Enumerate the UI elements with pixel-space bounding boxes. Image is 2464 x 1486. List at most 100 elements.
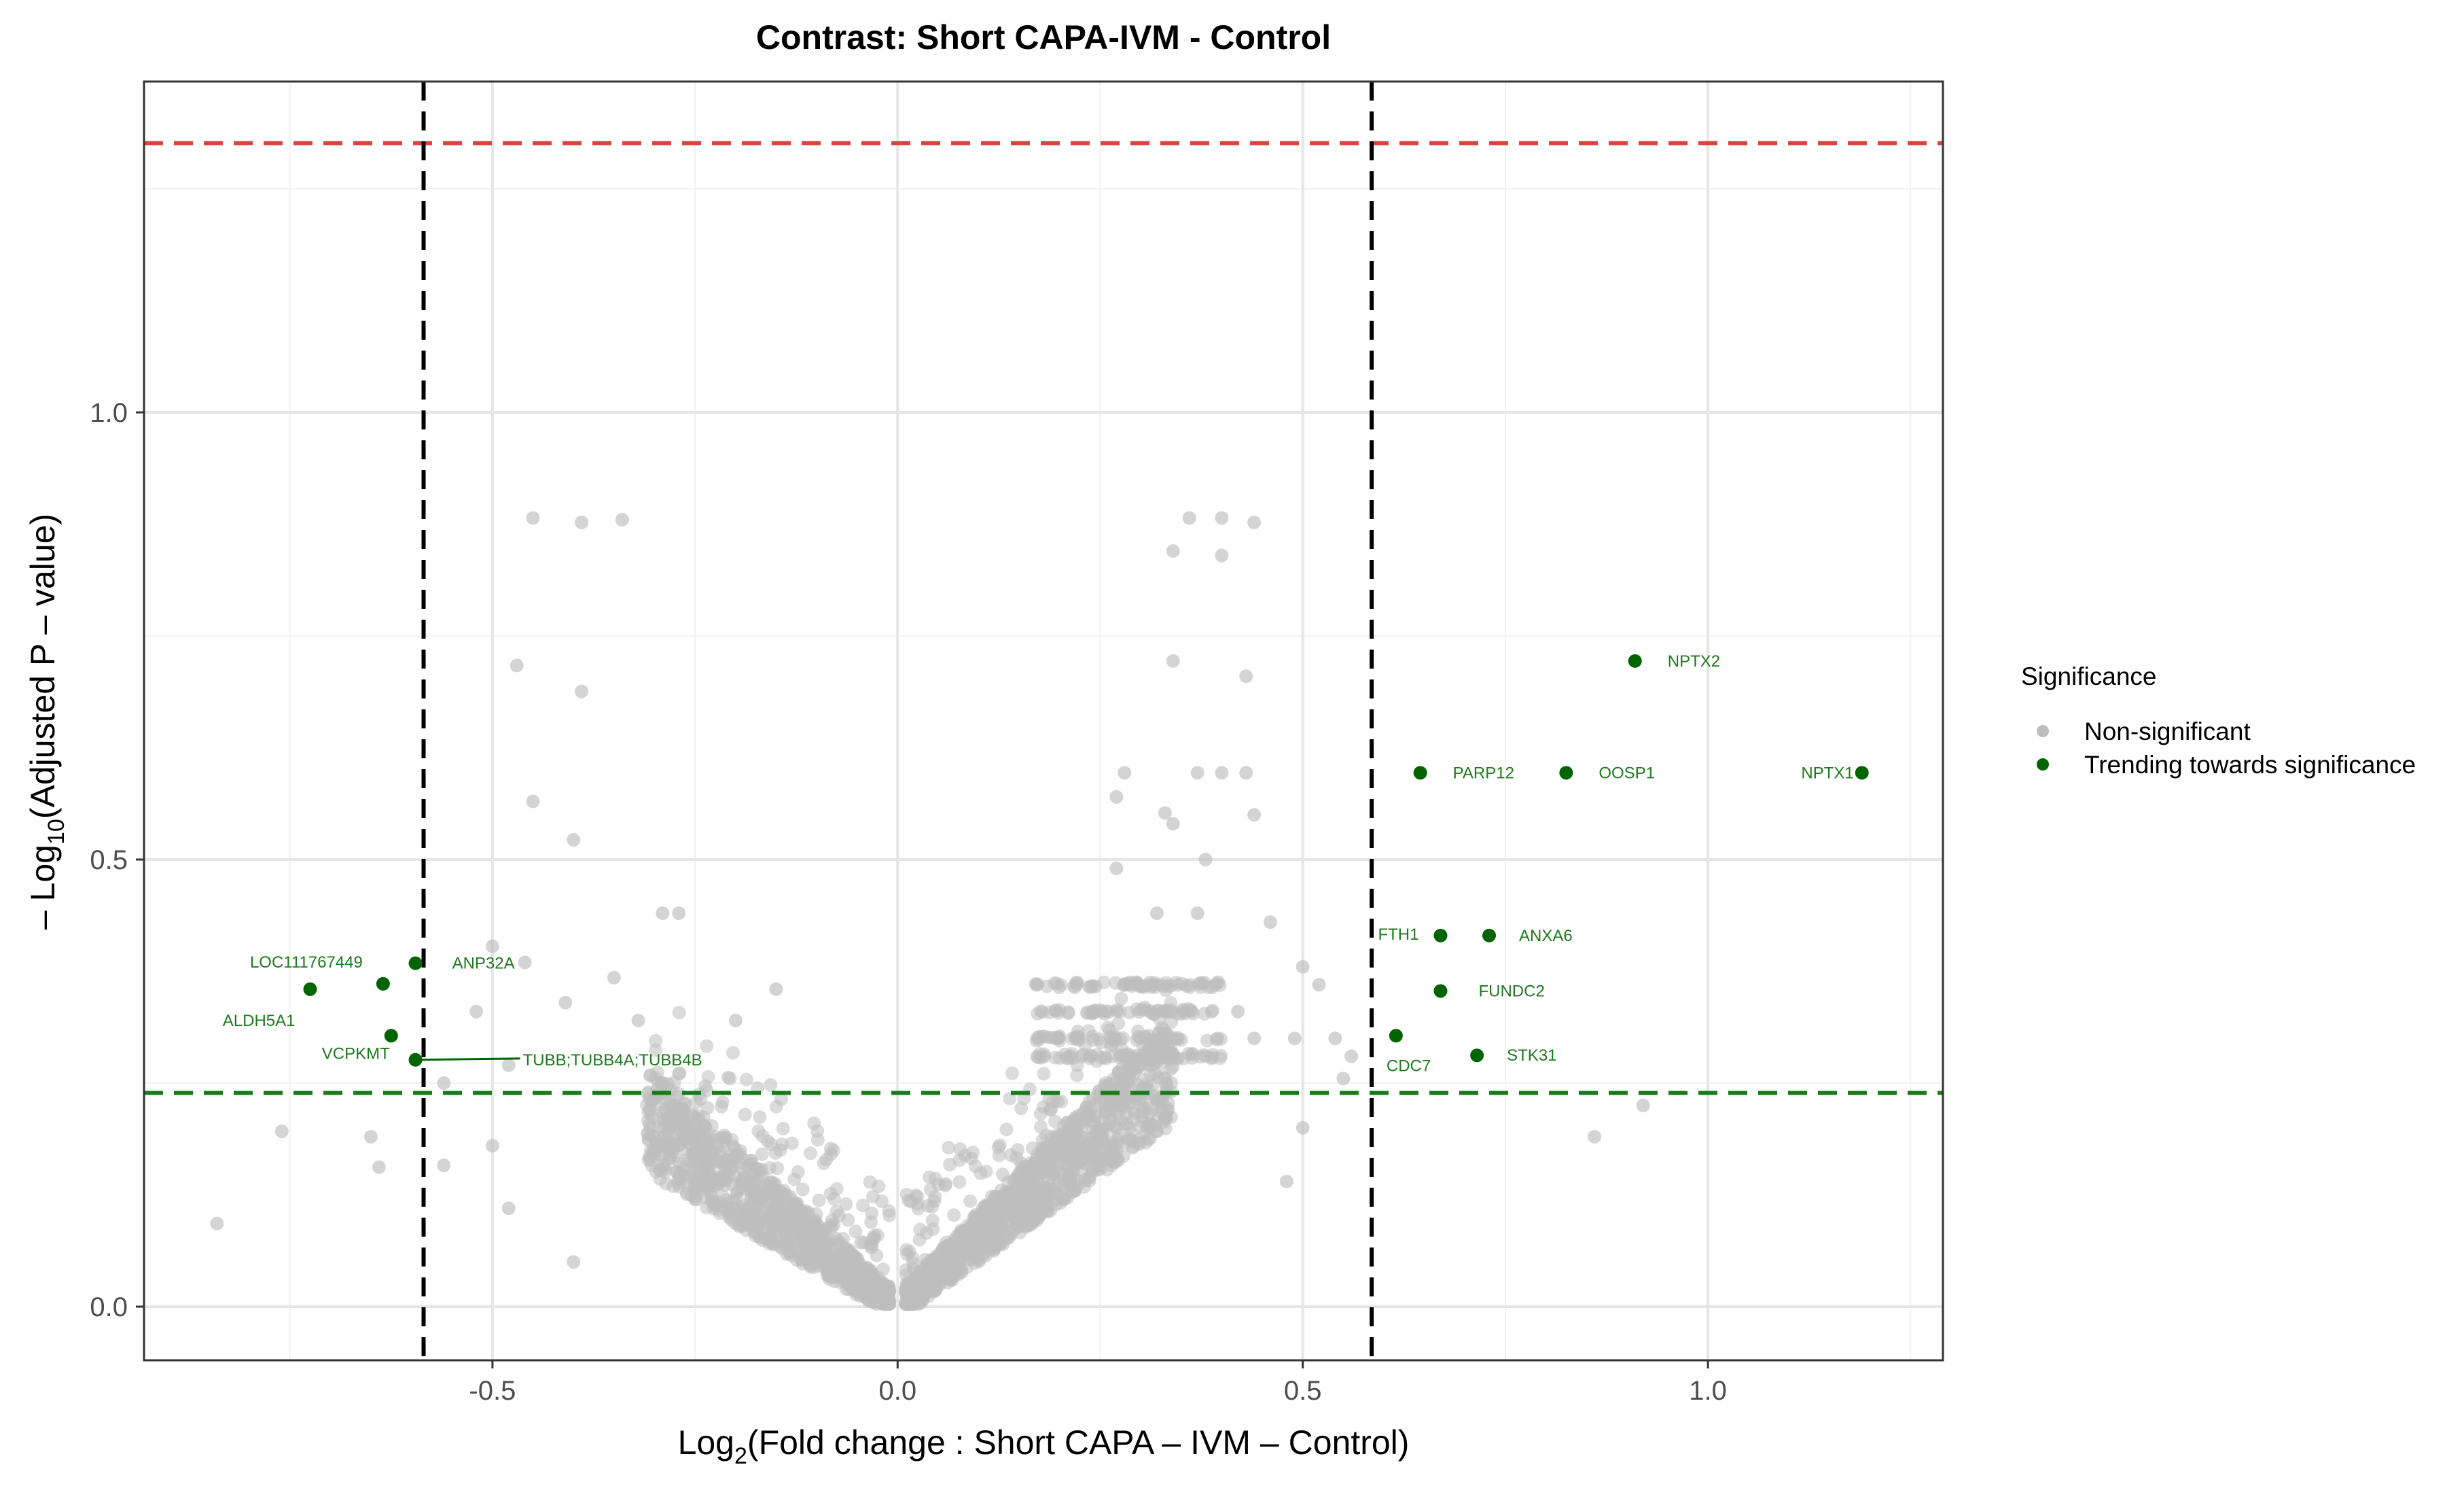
non-significant-point — [1073, 1032, 1087, 1046]
non-significant-point — [988, 1233, 1003, 1247]
legend-label-trending: Trending towards significance — [2084, 751, 2416, 779]
non-significant-point — [485, 939, 499, 953]
non-significant-point — [725, 1133, 739, 1147]
non-significant-point — [1068, 1118, 1082, 1133]
non-significant-point — [1166, 654, 1180, 668]
non-significant-point — [1066, 1051, 1080, 1065]
non-significant-point — [1055, 1127, 1069, 1141]
non-significant-point — [1215, 766, 1229, 780]
non-significant-point — [1065, 1137, 1079, 1152]
non-significant-point — [1109, 790, 1124, 804]
gene-label-connector — [415, 1057, 520, 1061]
non-significant-point — [1200, 1033, 1215, 1048]
non-significant-point — [1120, 1082, 1134, 1097]
threshold-lines — [144, 82, 1943, 1360]
non-significant-point — [1114, 1112, 1128, 1127]
non-significant-point — [1169, 976, 1183, 990]
non-significant-point — [1247, 808, 1262, 822]
non-significant-point — [1588, 1129, 1602, 1144]
trending-point — [408, 956, 423, 970]
gene-label: ANP32A — [452, 955, 515, 973]
non-significant-point — [672, 1006, 686, 1020]
legend-label-non-significant: Non-significant — [2084, 718, 2251, 745]
gene-label: FTH1 — [1378, 925, 1418, 944]
non-significant-point — [1046, 1094, 1060, 1108]
trending-point — [303, 982, 317, 996]
non-significant-point — [865, 1267, 879, 1281]
non-significant-point — [676, 1161, 690, 1175]
non-significant-point — [575, 684, 589, 698]
trending-point — [1855, 766, 1869, 780]
non-significant-point — [916, 1262, 931, 1277]
non-significant-point — [643, 1102, 657, 1116]
non-significant-point — [766, 1236, 780, 1250]
non-significant-point — [655, 1078, 669, 1092]
non-significant-point — [1041, 1205, 1055, 1219]
non-significant-point — [754, 1163, 768, 1177]
non-significant-point — [689, 1140, 703, 1154]
non-significant-point — [526, 511, 540, 525]
x-axis-label-post: (Fold change : Short CAPA – IVM – Contro… — [747, 1423, 1410, 1462]
non-significant-point — [1328, 1031, 1342, 1046]
non-significant-point — [979, 1165, 993, 1179]
non-significant-point — [1215, 511, 1229, 525]
non-significant-point — [1174, 1007, 1188, 1021]
non-significant-point — [1051, 1031, 1065, 1046]
non-significant-point — [210, 1216, 224, 1231]
non-significant-point — [882, 1208, 897, 1222]
gene-label: NPTX2 — [1668, 652, 1720, 671]
non-significant-point — [1139, 1078, 1154, 1092]
non-significant-point — [692, 1175, 707, 1189]
non-significant-point — [870, 1286, 885, 1301]
non-significant-point — [842, 1250, 856, 1264]
legend: Significance Non-significant Trending to… — [2021, 662, 2416, 779]
chart-title: Contrast: Short CAPA-IVM - Control — [756, 18, 1331, 56]
non-significant-point — [728, 1169, 743, 1183]
non-significant-point — [1183, 978, 1197, 992]
non-significant-point — [1033, 1047, 1047, 1061]
non-significant-point — [870, 1228, 885, 1242]
non-significant-point — [787, 1196, 801, 1210]
non-significant-point — [806, 1218, 821, 1232]
x-tick-label: 1.0 — [1689, 1376, 1727, 1406]
non-significant-point — [686, 1129, 700, 1143]
non-significant-point — [1117, 978, 1131, 993]
non-significant-point — [1151, 1092, 1166, 1106]
non-significant-point — [798, 1204, 813, 1218]
non-significant-point — [1197, 1006, 1211, 1021]
non-significant-point — [1157, 979, 1171, 993]
non-significant-point — [1140, 1048, 1154, 1063]
non-significant-point — [1239, 766, 1253, 780]
non-significant-point — [1085, 979, 1099, 993]
trending-point — [1433, 984, 1448, 998]
non-significant-point — [947, 1208, 961, 1222]
non-significant-point — [643, 1144, 658, 1158]
non-significant-point — [641, 1131, 656, 1146]
non-significant-point — [812, 1193, 826, 1207]
non-significant-point — [875, 1195, 889, 1209]
axis-ticks: -0.5 0.0 0.5 1.0 0.0 0.5 1.0 — [90, 398, 1727, 1406]
gene-label: OOSP1 — [1599, 764, 1655, 782]
non-significant-point — [938, 1178, 952, 1192]
non-significant-point — [993, 1220, 1007, 1235]
non-significant-point — [929, 1281, 944, 1296]
non-significant-point — [1122, 1006, 1137, 1020]
trending-point — [1413, 766, 1427, 780]
non-significant-point — [1061, 1005, 1075, 1019]
non-significant-point — [952, 1175, 967, 1189]
non-significant-point — [787, 1172, 802, 1186]
non-significant-point — [723, 1072, 737, 1086]
non-significant-point — [700, 1201, 714, 1215]
non-significant-point — [732, 1156, 747, 1171]
y-axis-label: – Log10(Adjusted P – value) — [24, 514, 69, 930]
non-significant-point — [501, 1201, 516, 1216]
non-significant-point — [1247, 515, 1262, 529]
non-significant-point — [1000, 1194, 1014, 1208]
y-axis-label-post: (Adjusted P – value) — [24, 514, 62, 819]
non-significant-point — [1118, 1048, 1132, 1063]
non-significant-point — [739, 1072, 753, 1086]
non-significant-point — [1044, 1130, 1058, 1144]
trending-point — [1628, 654, 1642, 668]
non-significant-point — [856, 1198, 870, 1212]
